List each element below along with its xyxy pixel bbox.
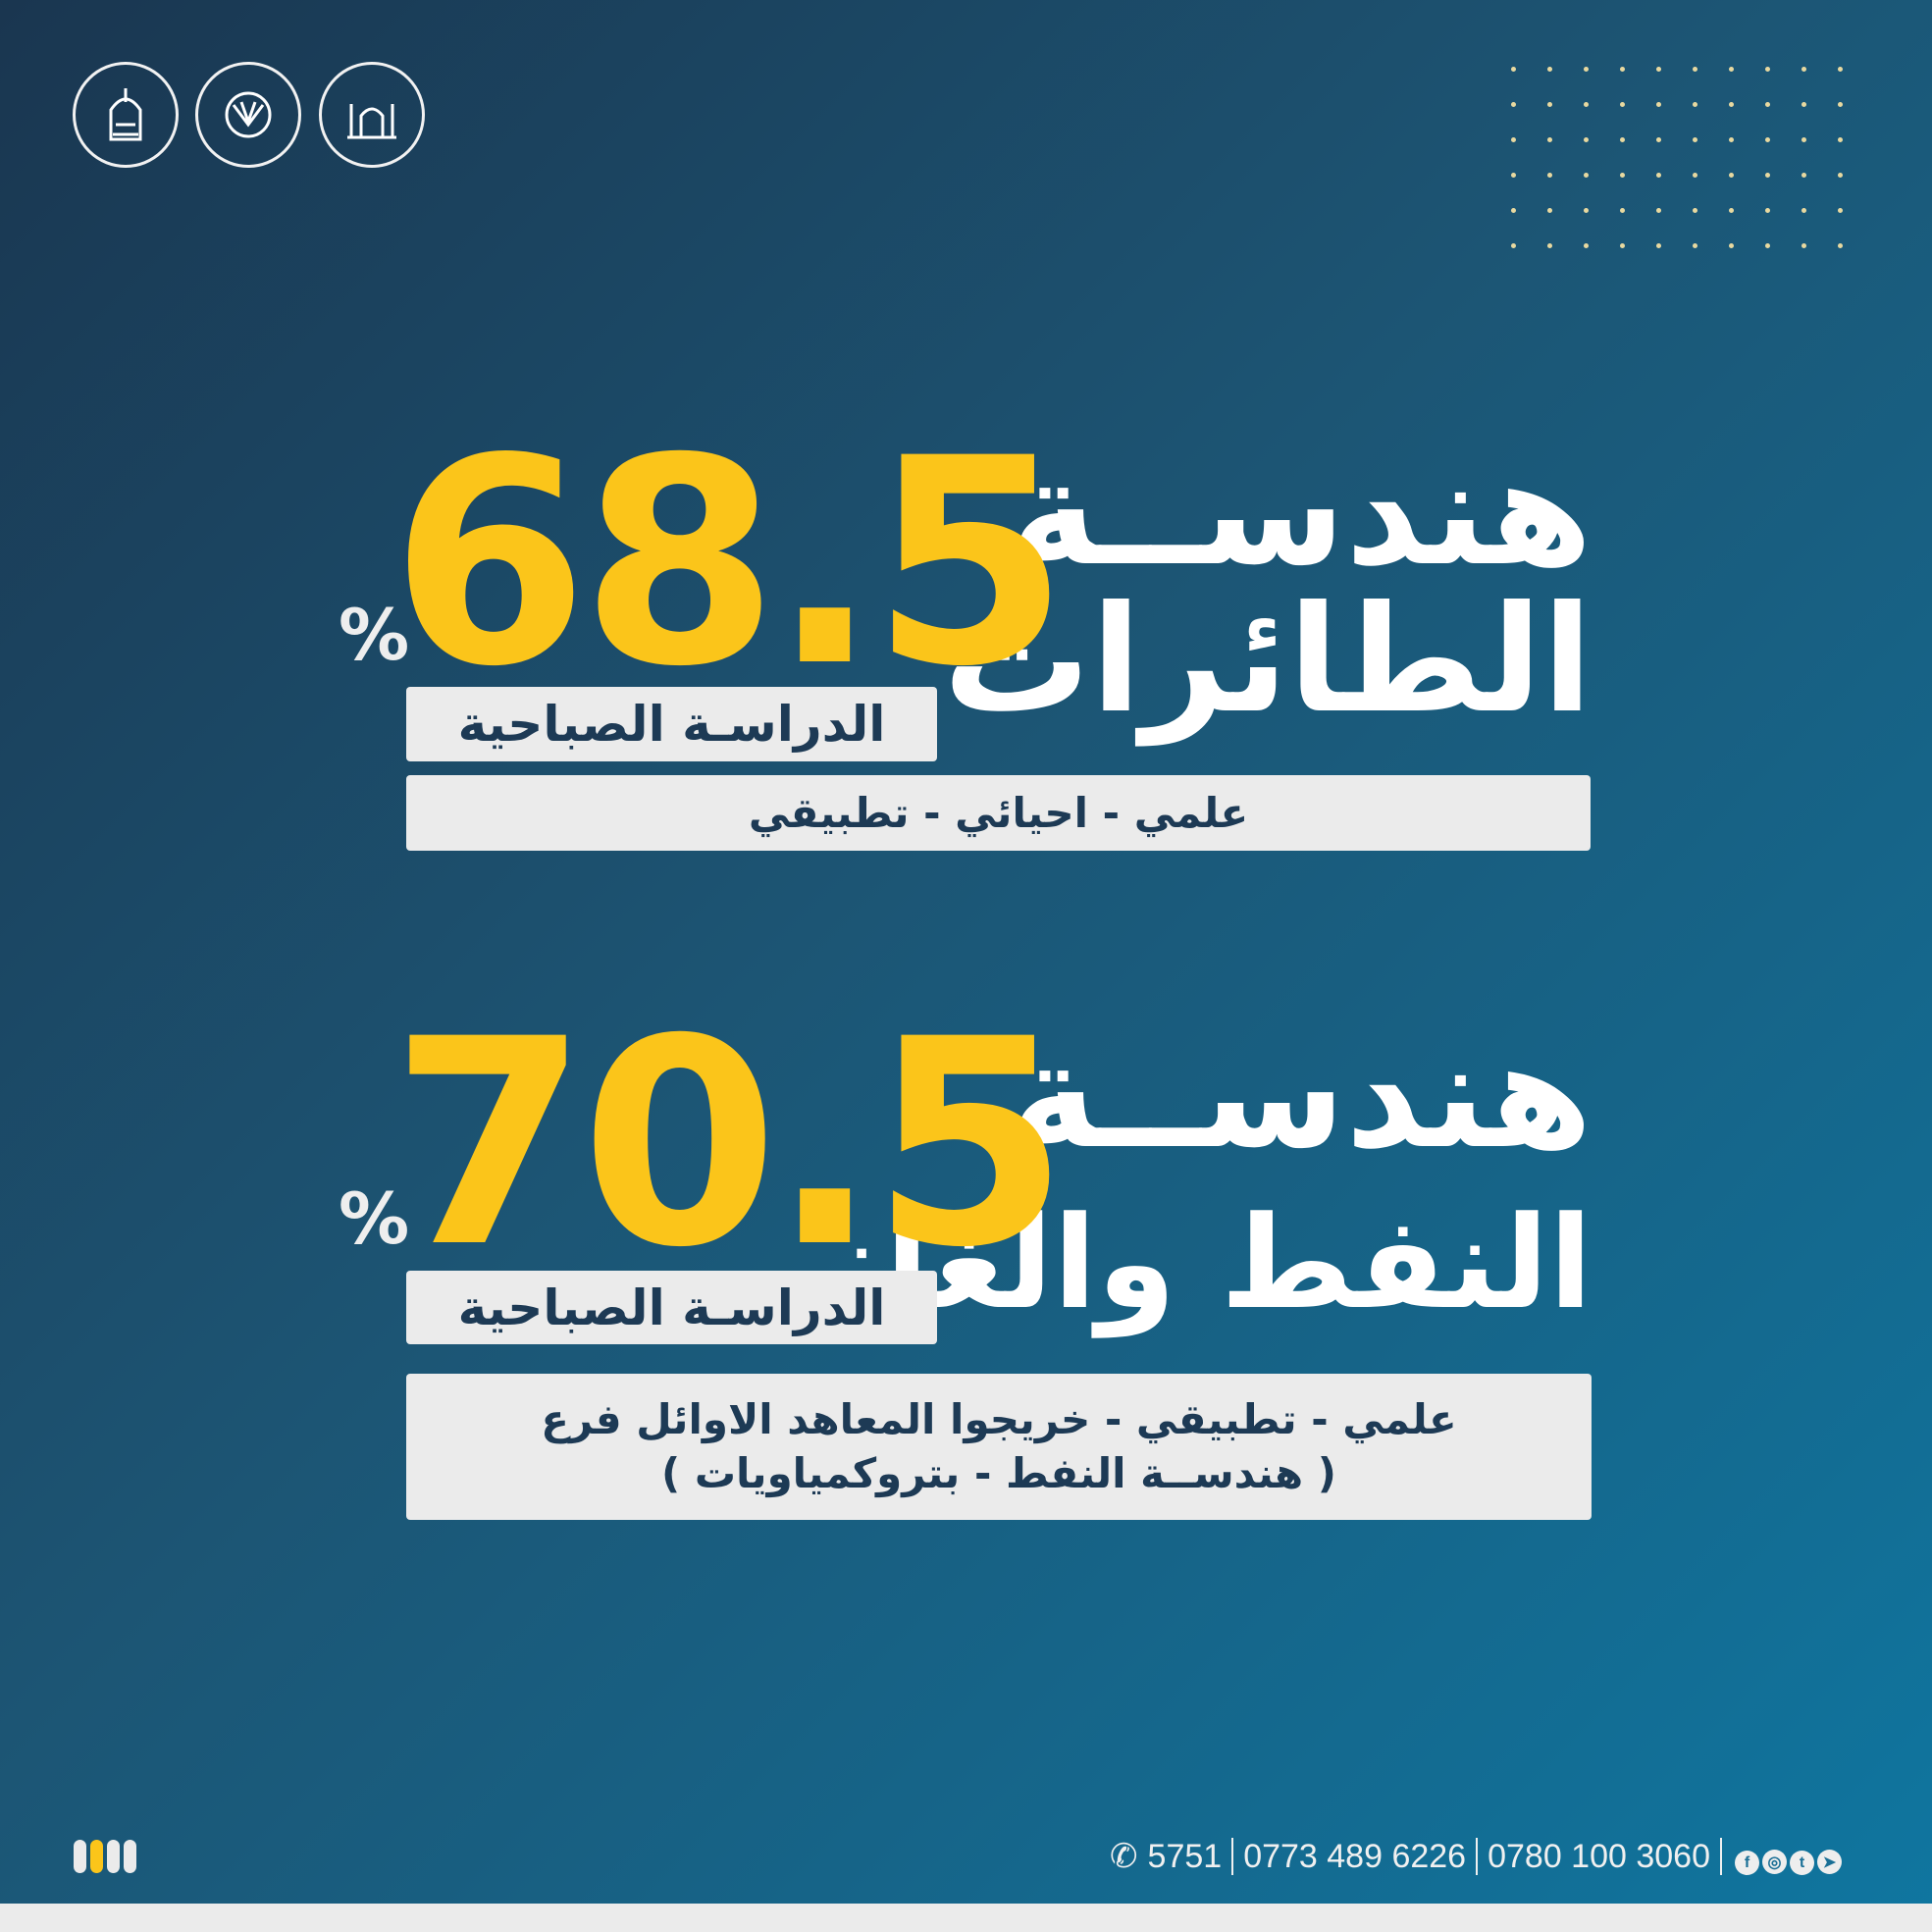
dot [1511, 67, 1516, 72]
dot [1620, 137, 1625, 142]
dot [1801, 173, 1806, 178]
dot [1838, 243, 1843, 248]
page-indicator-4 [124, 1840, 136, 1873]
dot [1729, 137, 1734, 142]
dot [1838, 102, 1843, 107]
branches-line: ( هندســة النفط - بتروكمياويات ) [661, 1448, 1336, 1497]
dot [1620, 67, 1625, 72]
dot [1765, 208, 1770, 213]
dot [1838, 67, 1843, 72]
dot [1511, 102, 1516, 107]
dot [1729, 173, 1734, 178]
program-1-study-type: الدراسـة الصباحية [406, 687, 937, 761]
dot [1511, 137, 1516, 142]
program-1-title-line1: هندســة [1011, 428, 1593, 599]
dot [1729, 208, 1734, 213]
dot [1620, 102, 1625, 107]
program-2-study-type: الدراسـة الصباحية [406, 1271, 937, 1344]
program-1-branches: علمي - احيائي - تطبيقي [406, 775, 1591, 851]
dot [1547, 173, 1552, 178]
instagram-icon[interactable]: ◎ [1762, 1850, 1787, 1874]
dot [1801, 67, 1806, 72]
phone-icon: ✆ [1110, 1838, 1138, 1875]
dot [1656, 208, 1661, 213]
program-2-title-line2: النفط والغاز [811, 1188, 1593, 1337]
dot [1656, 137, 1661, 142]
dot [1620, 173, 1625, 178]
dot [1547, 67, 1552, 72]
page-indicator-2-active [90, 1840, 103, 1873]
dot [1547, 243, 1552, 248]
dot [1693, 173, 1697, 178]
decorative-dot-grid [1511, 67, 1874, 279]
dot [1729, 67, 1734, 72]
dot [1584, 102, 1589, 107]
dot [1801, 208, 1806, 213]
dot [1511, 243, 1516, 248]
program-1-score: 68.5 [391, 398, 1070, 729]
branches-line: علمي - احيائي - تطبيقي [748, 789, 1249, 837]
page-indicator-1 [74, 1840, 86, 1873]
dot [1729, 243, 1734, 248]
dot [1656, 67, 1661, 72]
dot [1801, 102, 1806, 107]
dot [1584, 67, 1589, 72]
dot [1765, 243, 1770, 248]
dot [1838, 173, 1843, 178]
contact-bar: ✆ 5751 0773 489 6226 0780 100 3060 f ◎ t ➤ [1110, 1837, 1842, 1876]
dot [1584, 137, 1589, 142]
dot [1693, 243, 1697, 248]
program-2-score: 70.5 [391, 979, 1070, 1310]
short-number[interactable]: 5751 [1147, 1837, 1223, 1875]
dot [1693, 102, 1697, 107]
ministry-higher-education-logo [195, 62, 301, 168]
dot [1620, 243, 1625, 248]
program-1-title-line2: الطائرات [943, 575, 1593, 746]
branches-line: علمي - تطبيقي - خريجوا المعاهد الاوائل ف… [541, 1394, 1457, 1443]
page-indicator-3 [107, 1840, 120, 1873]
dot [1838, 208, 1843, 213]
dot [1547, 208, 1552, 213]
dot [1765, 67, 1770, 72]
divider [1476, 1838, 1479, 1875]
dot [1765, 137, 1770, 142]
phone-number-1[interactable]: 0773 489 6226 [1243, 1837, 1467, 1875]
dot [1656, 243, 1661, 248]
dot [1765, 173, 1770, 178]
dot [1801, 137, 1806, 142]
dot [1620, 208, 1625, 213]
dot [1693, 137, 1697, 142]
telegram-icon[interactable]: ➤ [1817, 1850, 1842, 1874]
program-1-percent: % [339, 594, 410, 676]
dot [1693, 67, 1697, 72]
dot [1584, 208, 1589, 213]
dot [1656, 102, 1661, 107]
dot [1693, 208, 1697, 213]
dot [1584, 173, 1589, 178]
dot [1838, 137, 1843, 142]
dot [1547, 102, 1552, 107]
dot [1765, 102, 1770, 107]
divider [1720, 1838, 1722, 1875]
phone-number-2[interactable]: 0780 100 3060 [1488, 1837, 1710, 1875]
university-logo [73, 62, 179, 168]
dot [1511, 173, 1516, 178]
program-2-branches: علمي - تطبيقي - خريجوا المعاهد الاوائل ف… [406, 1374, 1592, 1520]
holy-shrine-logo [319, 62, 425, 168]
dot [1511, 208, 1516, 213]
program-2-percent: % [339, 1177, 410, 1260]
twitter-icon[interactable]: t [1790, 1851, 1814, 1875]
divider [1231, 1838, 1234, 1875]
dot [1656, 173, 1661, 178]
dot [1547, 137, 1552, 142]
dot [1801, 243, 1806, 248]
bottom-strip [0, 1904, 1932, 1932]
program-2-title-line1: هندســة [1011, 1011, 1593, 1181]
dot [1729, 102, 1734, 107]
facebook-icon[interactable]: f [1735, 1851, 1759, 1875]
dot [1584, 243, 1589, 248]
